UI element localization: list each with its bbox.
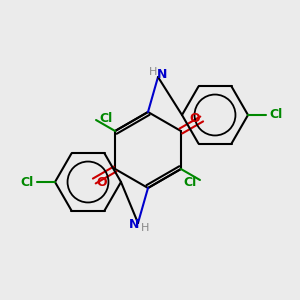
Text: H: H (149, 67, 157, 77)
Text: N: N (157, 68, 167, 82)
Text: N: N (129, 218, 139, 232)
Text: Cl: Cl (20, 176, 34, 188)
Text: O: O (189, 112, 200, 124)
Text: O: O (96, 176, 106, 188)
Text: Cl: Cl (183, 176, 196, 188)
Text: Cl: Cl (99, 112, 113, 124)
Text: Cl: Cl (269, 109, 283, 122)
Text: H: H (141, 223, 149, 233)
